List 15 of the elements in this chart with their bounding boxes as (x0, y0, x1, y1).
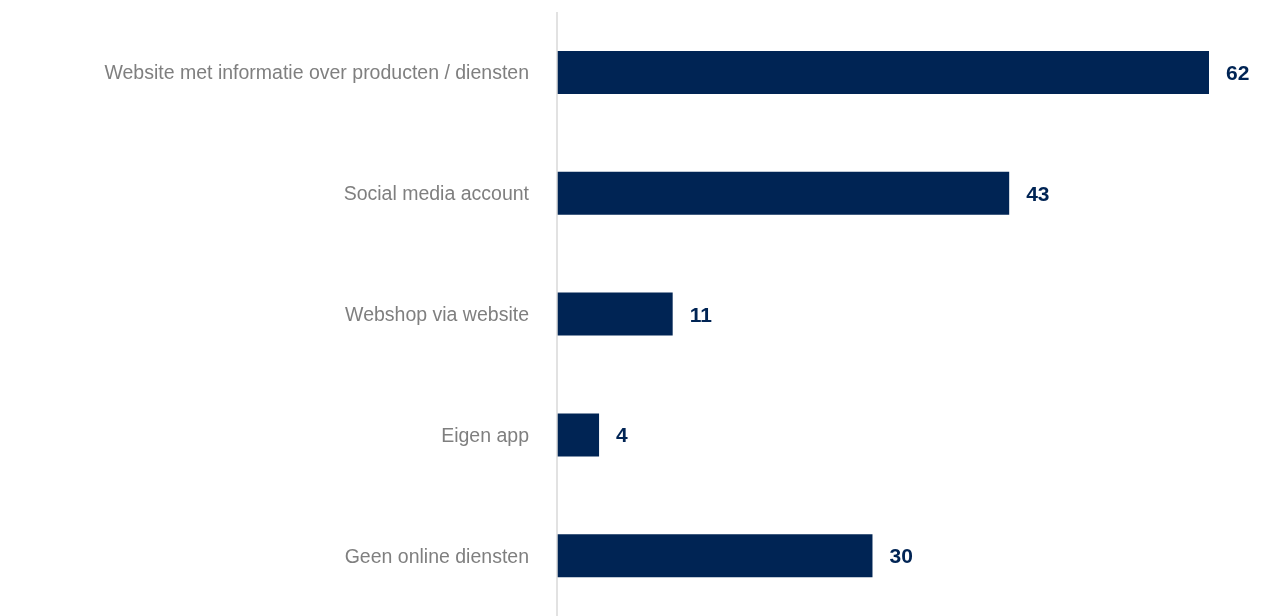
y-tick-label: Webshop via website (345, 302, 529, 325)
data-label: 11 (689, 302, 713, 326)
bar (557, 171, 1010, 215)
data-label: 62 (1226, 60, 1250, 84)
data-label: 30 (889, 544, 913, 568)
y-tick-label: Social media account (343, 182, 530, 205)
bar (557, 292, 673, 336)
bar (557, 534, 873, 578)
data-label: 43 (1026, 181, 1050, 205)
bar (557, 51, 1209, 94)
y-tick-label: Website met informatie over producten / diensten (104, 61, 529, 84)
data-label: 4 (616, 423, 629, 447)
y-tick-label: Geen online diensten (344, 544, 529, 567)
y-tick-label: Eigen app (441, 423, 530, 446)
bar (557, 413, 600, 457)
